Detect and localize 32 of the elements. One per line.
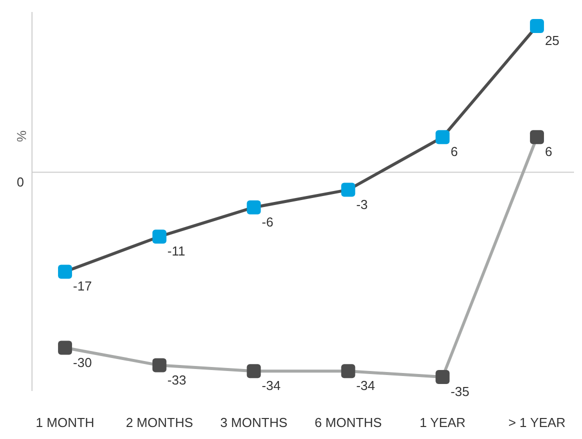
point [58, 264, 72, 279]
x-tick-label: > 1 YEAR [508, 415, 566, 430]
point [436, 370, 450, 384]
point [436, 130, 450, 144]
point [58, 340, 72, 355]
data-label: -34 [262, 378, 281, 394]
x-tick-label: 3 MONTHS [220, 415, 288, 430]
data-label: -34 [356, 378, 375, 394]
data-label: -11 [167, 244, 186, 259]
point [341, 364, 356, 378]
data-label: -17 [73, 278, 92, 294]
x-tick-label: 6 MONTHS [314, 415, 382, 430]
data-label: -3 [356, 196, 368, 212]
x-tick-label: 2 MONTHS [126, 415, 194, 430]
x-tick-label: 1 YEAR [420, 415, 466, 430]
data-label: 6 [450, 144, 458, 160]
x-tick-label: 1 MONTH [36, 415, 94, 430]
point [152, 358, 166, 372]
data-label: -30 [73, 354, 92, 370]
data-label: 6 [544, 144, 552, 160]
point [530, 19, 544, 33]
point [341, 182, 356, 197]
data-label: -35 [450, 384, 470, 399]
ref-line-label: 0 [16, 174, 24, 190]
point [530, 130, 544, 144]
y-axis-title: % [14, 130, 29, 142]
point [246, 364, 261, 378]
point [246, 200, 261, 214]
data-label: 25 [544, 33, 560, 48]
data-label: -6 [262, 214, 274, 230]
point [152, 230, 166, 244]
data-label: -33 [167, 372, 186, 388]
